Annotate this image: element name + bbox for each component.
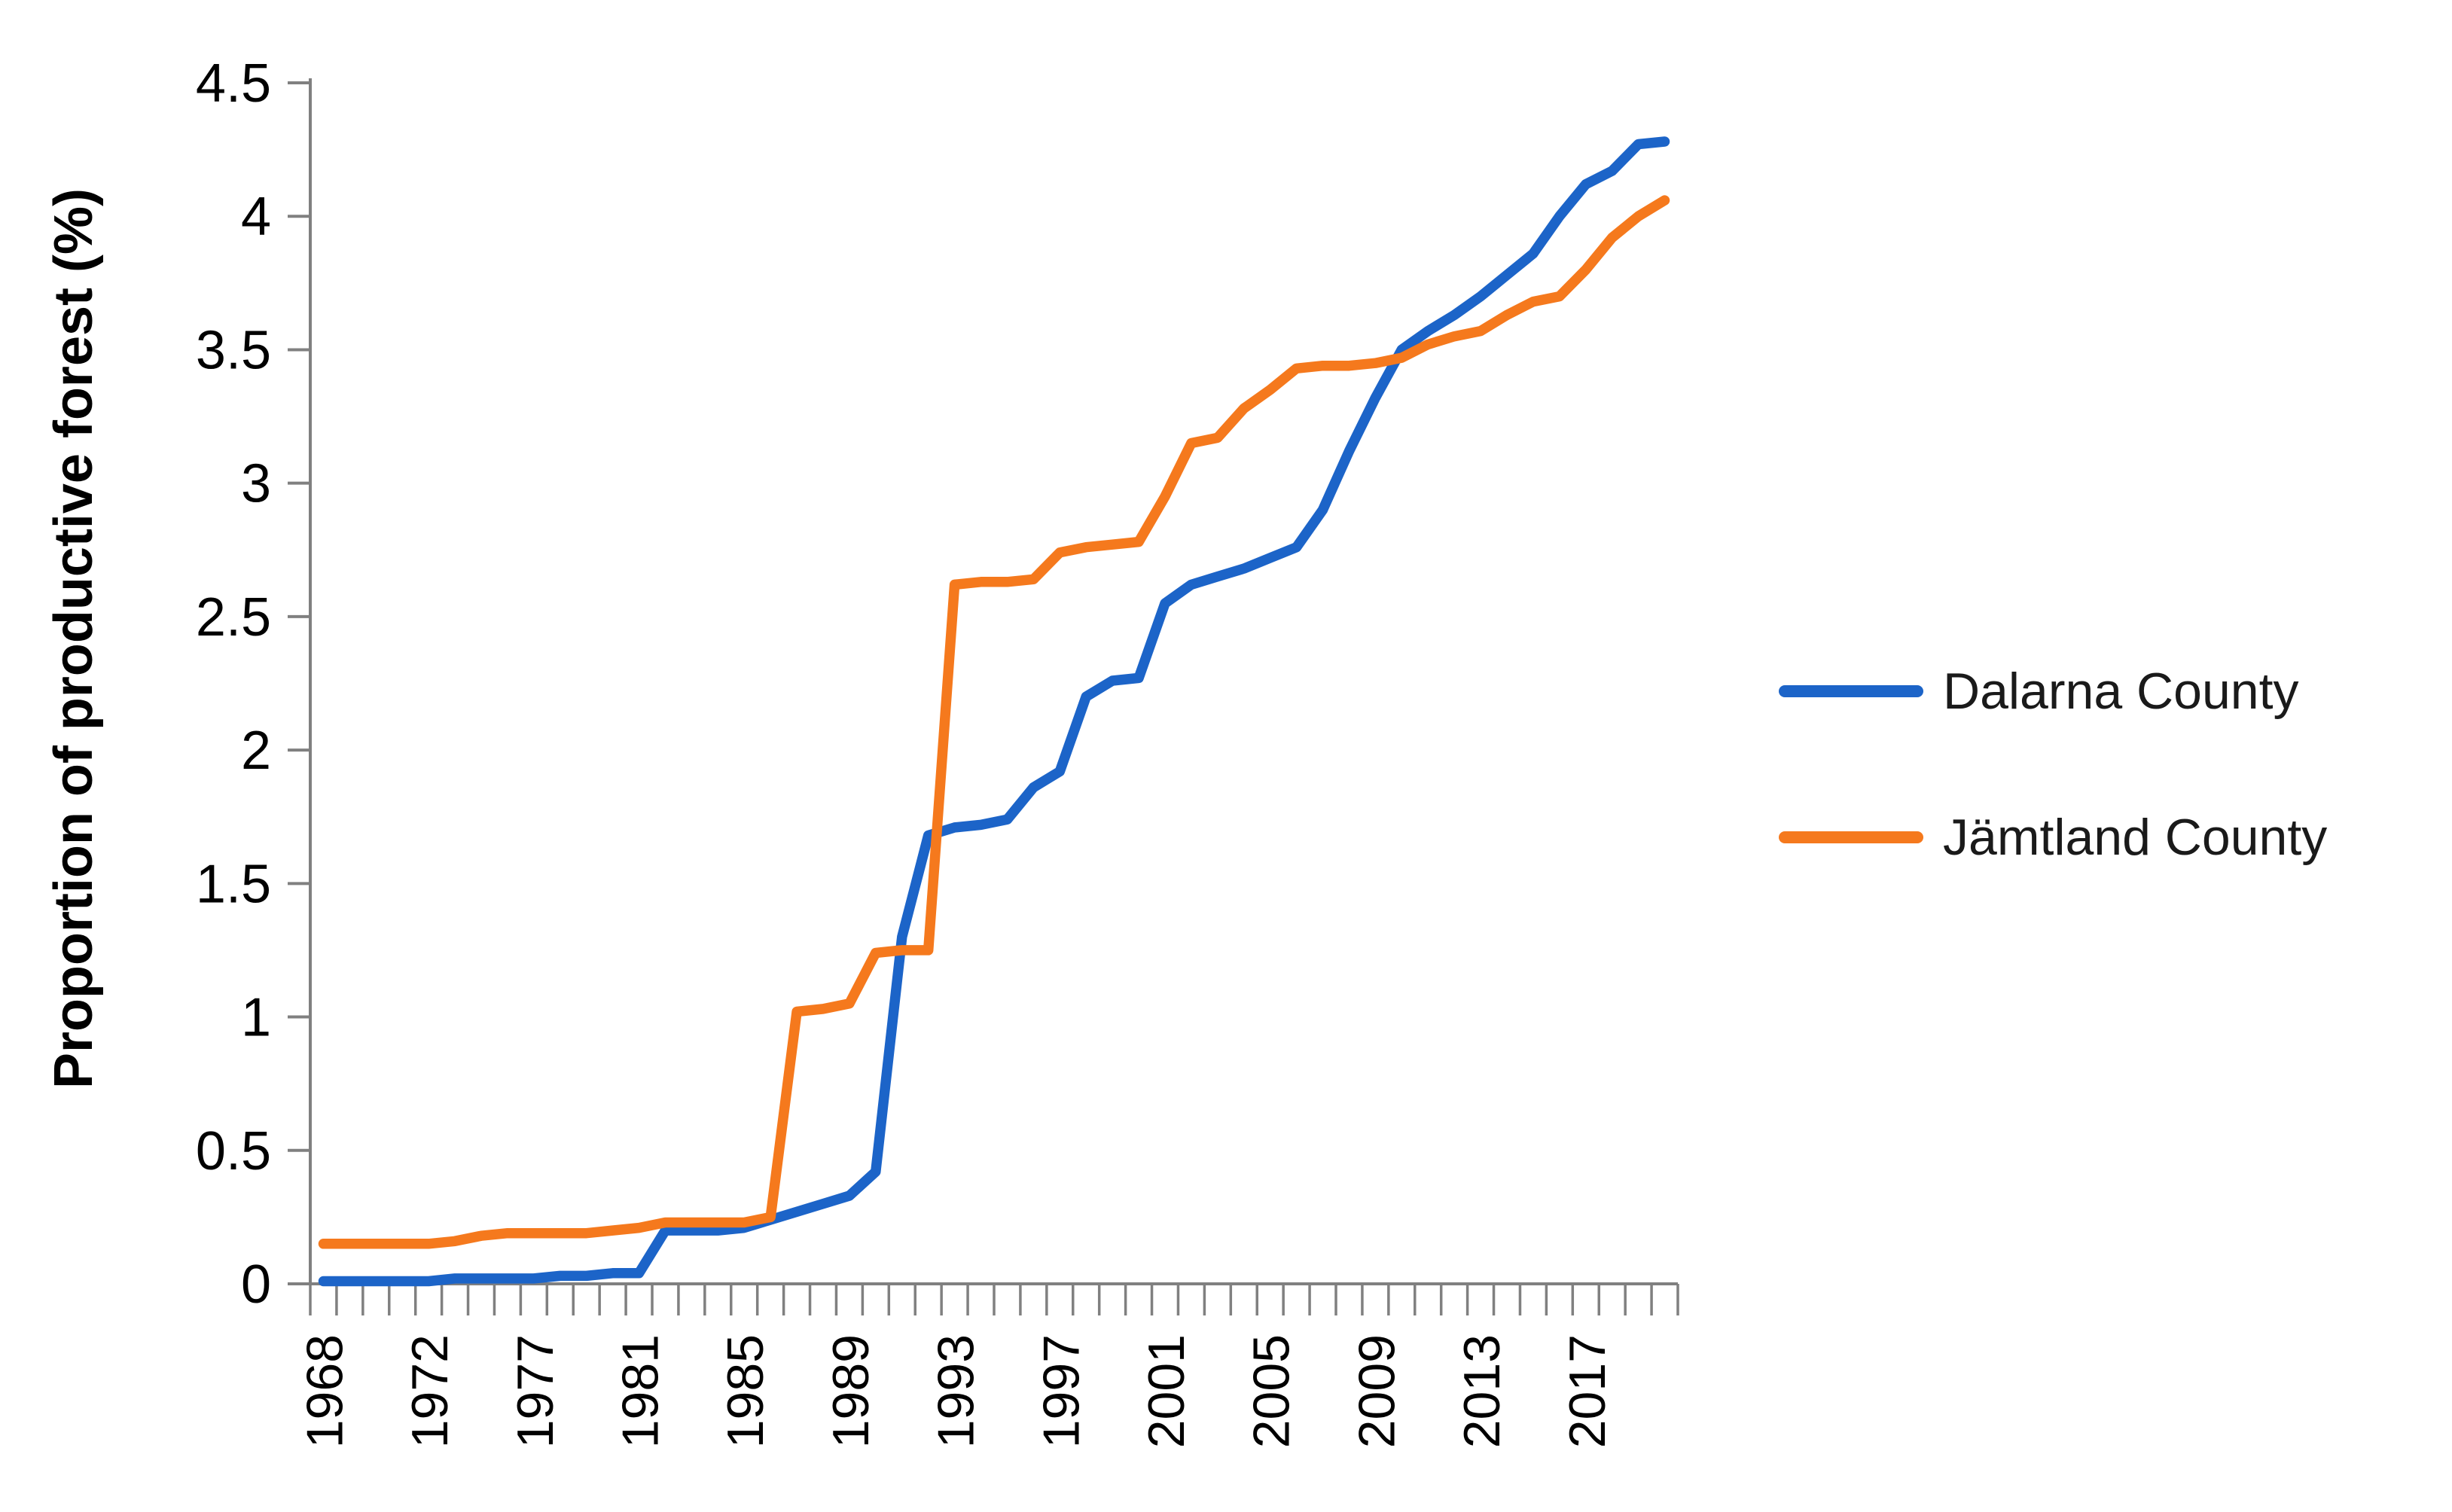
series-line-0 [318, 136, 1670, 1287]
x-tick-label: 1968 [296, 1334, 353, 1448]
x-tick-label: 2001 [1138, 1334, 1195, 1448]
x-tick-label: 1985 [717, 1334, 774, 1448]
y-tick-label: 2.5 [196, 587, 271, 648]
y-tick-label: 3 [241, 454, 271, 514]
x-tick-label: 1997 [1032, 1334, 1090, 1448]
legend-line-swatch-jamtland [1779, 831, 1923, 843]
legend: Dalarna County Jämtland County [1779, 657, 2327, 872]
x-tick-label: 1977 [507, 1334, 564, 1448]
x-tick-label: 2005 [1243, 1334, 1301, 1448]
series-line-1 [318, 195, 1670, 1249]
y-tick-label: 2 [241, 721, 271, 781]
y-axis-ticks: 0 0.5 1 1.5 2 2.5 3 3.5 4 4.5 [196, 53, 310, 1315]
x-axis-ticks [309, 1284, 1679, 1315]
legend-line-swatch-dalarna [1779, 685, 1923, 697]
y-tick-label: 1 [241, 988, 271, 1048]
y-tick-label: 4 [241, 187, 271, 247]
legend-label-dalarna: Dalarna County [1943, 663, 2299, 720]
legend-item-jamtland: Jämtland County [1779, 803, 2327, 872]
x-tick-label: 2009 [1348, 1334, 1405, 1448]
x-tick-label: 1989 [822, 1334, 880, 1448]
x-axis-labels: 1968 1972 1977 1981 1985 1989 1993 1997 2001 2005… [296, 1334, 1615, 1448]
legend-label-jamtland: Jämtland County [1943, 809, 2328, 866]
y-tick-label: 3.5 [196, 320, 271, 380]
legend-item-dalarna: Dalarna County [1779, 657, 2327, 726]
x-tick-label: 1993 [928, 1334, 985, 1448]
x-tick-label: 2013 [1453, 1334, 1511, 1448]
x-tick-label: 1972 [401, 1334, 459, 1448]
y-tick-label: 0.5 [196, 1121, 271, 1181]
axes [309, 78, 1678, 1285]
y-tick-label: 4.5 [196, 53, 271, 114]
x-tick-label: 2017 [1559, 1334, 1616, 1448]
x-tick-label: 1981 [612, 1334, 669, 1448]
y-tick-label: 0 [241, 1254, 271, 1315]
y-axis-title: Proportion of productive forest (%) [44, 188, 104, 1089]
y-tick-label: 1.5 [196, 854, 271, 914]
